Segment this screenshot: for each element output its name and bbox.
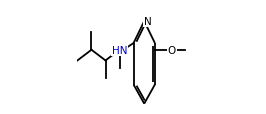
Text: N: N xyxy=(144,17,152,27)
Text: HN: HN xyxy=(112,45,127,55)
Text: O: O xyxy=(168,45,176,55)
